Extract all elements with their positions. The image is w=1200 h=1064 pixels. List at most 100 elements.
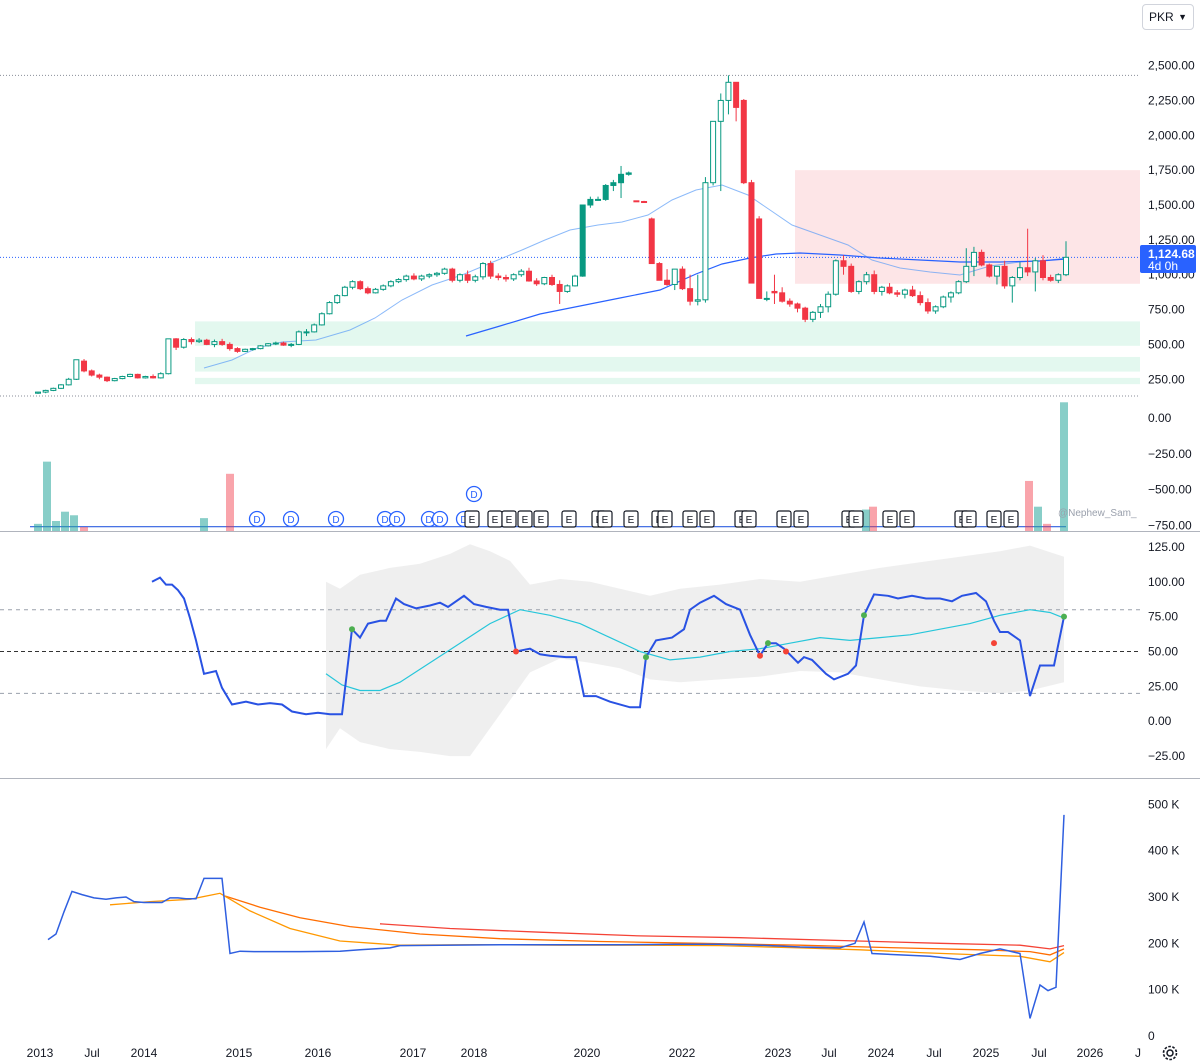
oscillator-panel: DDDDDDDDDEEEEEEEEEEEEEEEEEEEEEEEEE	[30, 402, 1068, 531]
candle-body	[119, 375, 126, 380]
price-tick-label: 2,500.00	[1148, 59, 1195, 73]
candle-body	[871, 274, 878, 292]
settings-gear-icon[interactable]	[1161, 1044, 1179, 1062]
rsi-signal-dot	[783, 648, 789, 655]
time-tick-label: 2026	[1077, 1046, 1104, 1060]
candle-body	[502, 276, 509, 280]
candle-body	[1032, 260, 1039, 273]
osc-tick-label: −750.00	[1148, 518, 1192, 532]
currency-select[interactable]: PKR ▼	[1142, 4, 1194, 30]
osc-bar	[70, 515, 78, 531]
candle-body	[940, 296, 947, 308]
earnings-marker	[848, 510, 864, 528]
rsi-panel	[0, 544, 1140, 757]
volume-ma2-line	[224, 895, 1065, 956]
horizontal-lines	[0, 74, 1140, 397]
price-tick-label: 250.00	[1148, 372, 1185, 386]
candle-body	[756, 218, 763, 299]
earnings-marker-label: E	[904, 515, 911, 526]
rsi-signal-dot	[1061, 613, 1067, 620]
rsi-tick-label: 100.00	[1148, 575, 1185, 589]
candle-body	[426, 274, 433, 277]
dividend-marker-label: D	[470, 490, 477, 501]
volume-tick-label: 0	[1148, 1029, 1155, 1043]
candle-body	[472, 276, 479, 281]
earnings-marker	[561, 510, 577, 528]
earnings-marker-label: E	[1008, 515, 1015, 526]
volume-tick-label: 200 K	[1148, 936, 1179, 950]
candle-body	[664, 279, 671, 285]
candle-body	[533, 280, 540, 285]
osc-bar	[80, 526, 88, 531]
volume-tick-label: 100 K	[1148, 983, 1179, 997]
rsi-tick-label: 25.00	[1148, 679, 1178, 693]
volume-panel	[47, 814, 1065, 1019]
candle-body	[1009, 276, 1016, 287]
candle-body	[556, 283, 563, 292]
earnings-marker	[1003, 510, 1019, 528]
osc-bar	[1034, 506, 1042, 531]
earnings-marker-label: E	[966, 515, 973, 526]
osc-tick-label: −500.00	[1148, 483, 1192, 497]
volume-tick-label: 300 K	[1148, 890, 1179, 904]
candle-body	[58, 384, 65, 389]
osc-bar	[1060, 402, 1068, 531]
candlestick-series	[35, 75, 1069, 394]
candle-body	[257, 345, 264, 350]
time-tick-label: 2013	[27, 1046, 54, 1060]
rsi-tick-label: 125.00	[1148, 540, 1185, 554]
candle-body	[832, 260, 839, 295]
time-tick-label: Jul	[821, 1046, 836, 1060]
price-tick-label: 2,000.00	[1148, 128, 1195, 142]
dividend-marker-label: D	[381, 515, 388, 526]
candle-body	[978, 251, 985, 266]
dividend-marker	[431, 510, 449, 528]
candle-body	[618, 173, 625, 184]
candle-body	[947, 292, 954, 298]
candle-body	[633, 200, 640, 203]
osc-bar	[226, 473, 234, 531]
candle-body	[541, 276, 548, 285]
candle-body	[180, 339, 187, 348]
volume-ma3-line	[379, 923, 1065, 950]
candle-body	[771, 290, 778, 294]
osc-bar	[200, 518, 208, 531]
candle-body	[671, 268, 678, 285]
rsi-signal-dot	[513, 648, 519, 655]
candle-body	[81, 360, 88, 372]
price-tick-label: 1,500.00	[1148, 198, 1195, 212]
rsi-signal-dot	[349, 626, 355, 633]
candle-body	[42, 389, 49, 393]
candle-body	[265, 343, 272, 347]
time-tick-label: 2023	[765, 1046, 792, 1060]
dividend-marker	[465, 485, 483, 503]
candle-body	[73, 359, 80, 380]
candle-body	[1047, 276, 1054, 281]
demand-zone	[195, 377, 1140, 385]
candle-body	[364, 288, 371, 294]
osc-tick-label: −250.00	[1148, 447, 1192, 461]
earnings-marker	[776, 510, 792, 528]
price-tick-label: 2,250.00	[1148, 93, 1195, 107]
candle-body	[288, 343, 295, 346]
last-price-value: 1,124.68	[1148, 247, 1195, 261]
time-tick-label: Jul	[1031, 1046, 1046, 1060]
candle-body	[410, 275, 417, 280]
earnings-marker	[986, 510, 1002, 528]
earnings-marker-label: E	[798, 515, 805, 526]
candle-body	[196, 339, 203, 343]
candle-body	[487, 263, 494, 277]
volume-tick-label: 500 K	[1148, 797, 1179, 811]
axis-labels: 2,500.00 2,250.00 2,000.00 1,750.00 1,500.00…	[27, 59, 1195, 1060]
candle-body	[809, 311, 816, 320]
dividend-marker-label: D	[287, 515, 294, 526]
price-zones	[195, 170, 1140, 385]
candle-body	[518, 270, 525, 276]
watermark: @Nephew_Sam_	[1058, 508, 1137, 519]
time-tick-label: 2022	[669, 1046, 696, 1060]
time-tick-label: Jul	[84, 1046, 99, 1060]
rsi-tick-label: 50.00	[1148, 645, 1178, 659]
earnings-marker-label: E	[506, 515, 513, 526]
supply-zone	[795, 170, 1140, 284]
